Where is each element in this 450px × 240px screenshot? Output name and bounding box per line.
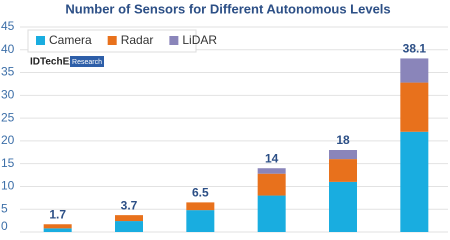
bar-segment	[329, 150, 357, 160]
y-tick-label: 15	[1, 156, 15, 170]
bar-segment	[115, 221, 143, 232]
legend-label: LiDAR	[182, 33, 217, 47]
legend-swatch	[36, 36, 45, 45]
logo-badge	[70, 56, 104, 67]
bar-segment	[257, 195, 286, 232]
y-tick-label: 45	[1, 19, 15, 33]
y-tick-label: 35	[1, 65, 15, 79]
bar-segment	[43, 228, 72, 232]
legend-swatch	[107, 36, 117, 45]
legend-label: Camera	[49, 33, 92, 47]
total-label: 14	[265, 151, 279, 165]
bar-segment	[257, 173, 286, 196]
logo: IDTechEx	[30, 57, 75, 68]
bar-segment	[329, 159, 357, 182]
chart-title: Number of Sensors for Different Autonomo…	[65, 1, 390, 16]
total-label: 18	[336, 133, 350, 147]
total-label: 38.1	[403, 42, 427, 56]
bar-segment	[257, 168, 286, 174]
y-tick-label: 40	[1, 42, 15, 56]
y-tick-label: 10	[1, 179, 15, 193]
total-label: 6.5	[192, 186, 209, 200]
logo-subtitle: Research	[72, 59, 102, 66]
y-tick-label: 30	[1, 88, 15, 102]
total-label: 1.7	[49, 207, 66, 221]
bar-segment	[186, 202, 215, 211]
total-label: 3.7	[121, 198, 138, 212]
chart: Number of Sensors for Different Autonomo…	[1, 1, 448, 233]
bar-segment	[400, 131, 429, 232]
y-tick-label: 5	[1, 201, 8, 215]
y-tick-label: 0	[1, 219, 8, 233]
bar-segment	[329, 181, 357, 232]
bar-segment	[400, 82, 429, 132]
y-tick-label: 20	[1, 133, 15, 147]
legend-label: Radar	[121, 33, 154, 47]
y-tick-label: 25	[1, 110, 15, 124]
bar-segment	[400, 58, 429, 83]
bar-segment	[115, 215, 143, 222]
bar-segment	[43, 224, 72, 229]
bar-segment	[186, 210, 215, 232]
legend-swatch	[169, 36, 179, 45]
